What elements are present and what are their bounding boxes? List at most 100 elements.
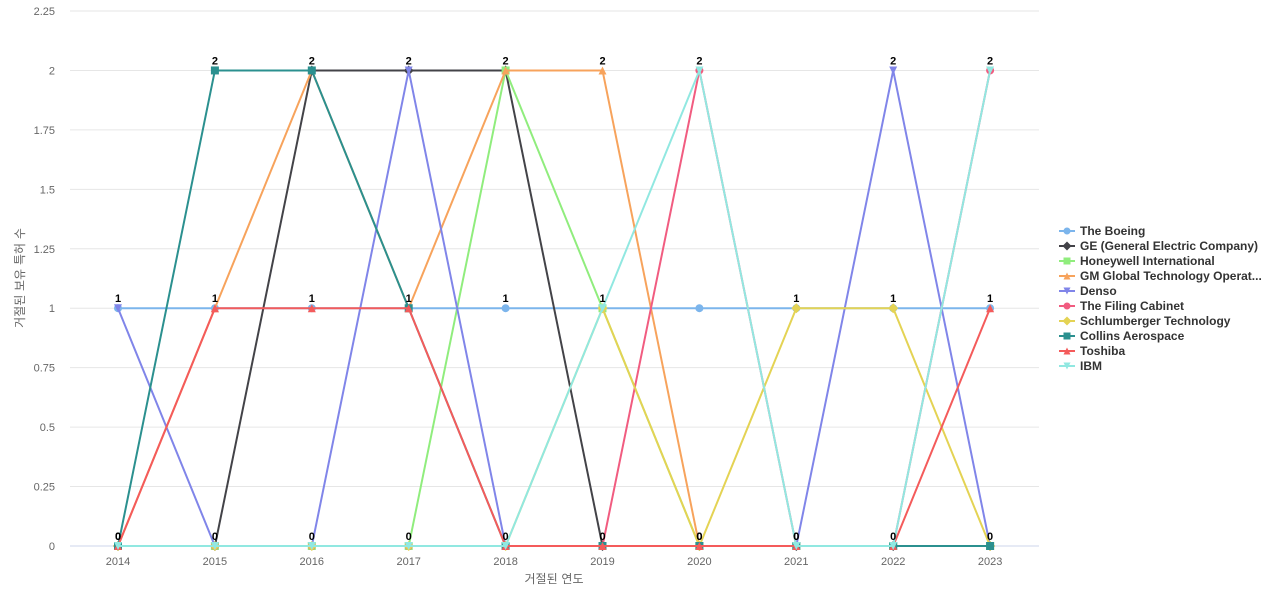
y-tick-label: 0.75 <box>34 363 55 375</box>
legend-marker <box>1063 332 1071 340</box>
data-label: 0 <box>115 531 121 543</box>
y-tick-label: 0 <box>49 541 55 553</box>
legend-item[interactable]: IBM <box>1059 359 1102 373</box>
x-tick-label: 2018 <box>493 556 517 568</box>
legend-item[interactable]: The Filing Cabinet <box>1059 299 1184 313</box>
data-label: 0 <box>309 531 315 543</box>
y-tick-label: 1 <box>49 303 55 315</box>
data-point[interactable] <box>598 66 607 75</box>
legend-label: Collins Aerospace <box>1080 329 1185 343</box>
data-point[interactable] <box>889 542 898 550</box>
data-label: 2 <box>599 55 605 67</box>
legend-item[interactable]: Collins Aerospace <box>1059 329 1185 343</box>
data-label: 0 <box>793 531 799 543</box>
data-label: 0 <box>696 531 702 543</box>
series-9 <box>114 66 995 550</box>
data-point[interactable] <box>114 542 122 550</box>
data-point[interactable] <box>501 304 510 313</box>
legend-label: GM Global Technology Operat... <box>1080 269 1262 283</box>
legend-item[interactable]: Honeywell International <box>1059 254 1215 268</box>
legend-label: IBM <box>1080 359 1102 373</box>
data-point[interactable] <box>210 542 219 550</box>
data-point[interactable] <box>114 304 122 313</box>
legend-item[interactable]: Denso <box>1059 284 1117 298</box>
data-label: 0 <box>987 531 993 543</box>
legend-marker <box>1063 287 1071 295</box>
data-point[interactable] <box>307 542 316 550</box>
grid-lines <box>70 10 1039 547</box>
data-point[interactable] <box>695 304 704 313</box>
legend-label: The Boeing <box>1080 224 1145 238</box>
data-label: 0 <box>793 531 799 543</box>
y-tick-label: 2 <box>49 65 55 77</box>
data-point[interactable] <box>501 66 510 75</box>
y-tick-label: 1.5 <box>40 184 55 196</box>
y-tick-label: 1.75 <box>34 125 55 137</box>
x-tick-label: 2014 <box>106 556 130 568</box>
y-tick-label: 0.25 <box>34 482 55 494</box>
legend-marker <box>1063 257 1071 265</box>
y-axis-title: 거절된 보유 특허 수 <box>13 228 27 328</box>
legend-label: GE (General Electric Company) <box>1080 239 1258 253</box>
data-label: 1 <box>890 293 896 305</box>
data-label: 0 <box>212 531 218 543</box>
data-label: 0 <box>696 531 702 543</box>
legend-marker <box>1063 227 1071 235</box>
data-label: 1 <box>115 293 121 305</box>
y-axis: 0 0.25 0.5 0.75 1 1.25 1.5 1.75 2 2.25 <box>34 6 55 553</box>
data-point[interactable] <box>792 542 801 550</box>
legend-marker <box>1063 362 1071 370</box>
data-label: 2 <box>696 55 702 67</box>
data-point[interactable] <box>695 66 704 75</box>
legend-marker <box>1062 316 1072 326</box>
legend-item[interactable]: Toshiba <box>1059 344 1125 358</box>
x-tick-label: 2019 <box>590 556 614 568</box>
data-point[interactable] <box>210 66 219 75</box>
legend-item[interactable]: GM Global Technology Operat... <box>1059 269 1262 283</box>
x-tick-label: 2022 <box>881 556 905 568</box>
legend-marker <box>1062 241 1072 251</box>
data-point[interactable] <box>307 66 316 75</box>
data-labels: 12 2 2 2 2 212 201 1 1 1 10 01 10 0 0 0 0 0 0 0 0 0 <box>115 55 993 543</box>
data-point[interactable] <box>404 304 413 313</box>
x-tick-label: 2021 <box>784 556 808 568</box>
data-point[interactable] <box>888 303 899 314</box>
legend-marker <box>1063 272 1071 280</box>
data-label: 0 <box>406 531 412 543</box>
data-point[interactable] <box>404 542 413 550</box>
data-label: 1 <box>987 293 993 305</box>
data-point[interactable] <box>986 542 995 550</box>
x-tick-label: 2020 <box>687 556 711 568</box>
data-point[interactable] <box>210 304 219 313</box>
data-label: 1 <box>793 293 799 305</box>
data-label: 1 <box>309 293 315 305</box>
data-point[interactable] <box>986 304 995 313</box>
data-point[interactable] <box>598 542 607 550</box>
data-label: 2 <box>503 55 509 67</box>
legend-item[interactable]: The Boeing <box>1059 224 1145 238</box>
x-axis: 2014 2015 2016 2017 2018 2019 2020 2021 2022 2023 <box>106 556 1003 568</box>
y-tick-label: 2.25 <box>34 6 55 18</box>
data-point[interactable] <box>501 542 510 550</box>
data-point[interactable] <box>889 66 898 75</box>
x-tick-label: 2015 <box>203 556 227 568</box>
data-point[interactable] <box>598 304 607 313</box>
data-point[interactable] <box>404 66 413 75</box>
legend-label: Schlumberger Technology <box>1080 314 1231 328</box>
data-label: 0 <box>890 531 896 543</box>
data-point[interactable] <box>791 303 802 314</box>
data-point[interactable] <box>307 304 316 313</box>
data-point[interactable] <box>695 542 704 550</box>
data-label: 2 <box>890 55 896 67</box>
data-point[interactable] <box>986 66 995 75</box>
legend-item[interactable]: Schlumberger Technology <box>1059 314 1231 328</box>
legend-label: Honeywell International <box>1080 254 1215 268</box>
data-label: 2 <box>987 55 993 67</box>
data-label: 1 <box>503 293 509 305</box>
series-line[interactable] <box>118 69 992 547</box>
legend-label: Toshiba <box>1080 344 1125 358</box>
legend-item[interactable]: GE (General Electric Company) <box>1059 239 1258 253</box>
data-label: 1 <box>212 293 218 305</box>
